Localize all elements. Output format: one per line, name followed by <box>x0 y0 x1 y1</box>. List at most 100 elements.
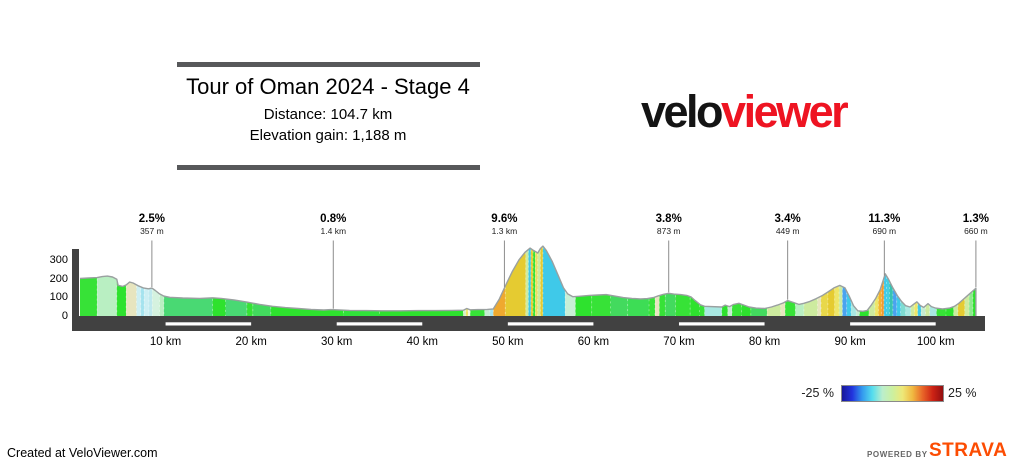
climb-gradient-label: 11.3% <box>868 213 901 225</box>
gradient-band <box>565 290 576 316</box>
gradient-band <box>655 295 660 316</box>
climb-length-label: 1.3 km <box>491 226 518 236</box>
distance-stripe <box>165 322 252 326</box>
logo-text-velo: velo <box>641 86 724 137</box>
gradient-band <box>821 292 828 316</box>
gradient-band <box>252 303 271 316</box>
footer-credit: Created at VeloViewer.com <box>7 446 158 460</box>
gradient-band <box>750 307 768 316</box>
gradient-band <box>889 281 893 316</box>
gradient-band <box>489 308 494 316</box>
gradient-band <box>900 300 906 316</box>
y-axis-label: 300 <box>49 253 68 266</box>
gradient-band <box>591 294 611 316</box>
gradient-band <box>886 275 890 316</box>
gradient-band <box>159 293 164 316</box>
y-axis-label: 200 <box>49 272 68 285</box>
gradient-band <box>921 305 926 316</box>
header-rule-bottom <box>177 165 480 170</box>
gradient-band <box>842 286 847 316</box>
gradient-band <box>470 309 485 316</box>
veloviewer-logo: veloviewer <box>641 88 881 136</box>
gradient-band <box>468 309 471 316</box>
climb-annotation: 9.6% 1.3 km <box>462 213 546 237</box>
gradient-band <box>846 291 851 316</box>
title-block: Tour of Oman 2024 - Stage 4 Distance: 10… <box>128 74 528 146</box>
gradient-band <box>505 251 526 316</box>
gradient-band <box>136 284 141 316</box>
header-rule-top <box>177 62 480 67</box>
gradient-band <box>859 308 869 316</box>
stage-title: Tour of Oman 2024 - Stage 4 <box>186 74 470 99</box>
climb-length-label: 660 m <box>964 226 988 236</box>
gradient-band <box>343 310 380 316</box>
gradient-band <box>957 298 965 316</box>
y-axis-label: 0 <box>61 310 68 322</box>
gradient-band <box>675 294 691 316</box>
powered-by-label: POWERED BY <box>867 450 928 459</box>
gradient-band <box>839 285 843 316</box>
x-axis-label: 60 km <box>577 336 610 348</box>
gradient-band <box>905 305 911 316</box>
distance-stripe <box>507 322 594 326</box>
x-axis-label: 30 km <box>321 336 353 348</box>
gradient-band <box>484 309 490 316</box>
climb-gradient-label: 2.5% <box>138 213 165 225</box>
gradient-band <box>97 276 117 316</box>
gradient-band <box>148 288 153 316</box>
profile-outline <box>79 245 977 316</box>
gradient-band <box>972 288 976 316</box>
gradient-band <box>80 277 98 316</box>
climb-length-label: 357 m <box>140 226 164 236</box>
gradient-band <box>892 287 897 316</box>
x-axis-label: 20 km <box>235 336 267 348</box>
gradient-band <box>914 301 918 316</box>
climb-annotation: 3.8% 873 m <box>627 213 711 237</box>
x-axis-label: 50 km <box>492 336 524 348</box>
climb-gradient-label: 3.8% <box>655 213 682 225</box>
gradient-band <box>465 308 469 316</box>
x-axis-label: 80 km <box>748 336 781 348</box>
gradient-band <box>533 250 536 316</box>
gradient-band <box>528 248 531 316</box>
gradient-band <box>649 297 655 316</box>
gradient-band <box>817 296 821 316</box>
gradient-band <box>925 303 930 316</box>
climb-length-label: 690 m <box>872 226 897 236</box>
gradient-band <box>246 302 253 316</box>
gradient-band <box>144 288 149 316</box>
gradient-band <box>732 303 742 316</box>
x-axis-label: 70 km <box>663 336 695 348</box>
gradient-band <box>537 248 541 316</box>
distance-stripe <box>336 322 423 326</box>
gradient-band <box>379 310 464 316</box>
gradient-band <box>834 285 839 316</box>
gradient-band <box>535 251 538 316</box>
x-axis-label: 90 km <box>834 336 866 348</box>
climb-annotation: 3.4% 449 m <box>746 213 830 237</box>
gradient-band <box>126 282 137 316</box>
gradient-band <box>540 246 543 316</box>
distance-stripe <box>678 322 765 326</box>
climb-annotation: 1.3% 660 m <box>934 213 1018 237</box>
y-axis-label: 100 <box>49 291 68 304</box>
gradient-band <box>610 295 628 316</box>
gradient-band <box>785 300 796 316</box>
gradient-band <box>868 299 875 316</box>
gradient-band <box>575 295 592 316</box>
gradient-band <box>116 279 127 316</box>
gradient-band <box>659 293 666 316</box>
stage-elevation-gain: Elevation gain: 1,188 m <box>249 127 407 144</box>
climb-gradient-label: 3.4% <box>774 213 801 225</box>
stage-distance: Distance: 104.7 km <box>263 106 393 123</box>
climb-annotation: 2.5% 357 m <box>110 213 194 237</box>
logo-text-viewer: viewer <box>721 86 849 137</box>
gradient-band <box>969 290 973 316</box>
strava-logo: STRAVA <box>929 440 1008 461</box>
gradient-band <box>727 305 732 316</box>
gradient-band <box>530 248 534 316</box>
gradient-band <box>225 298 247 316</box>
